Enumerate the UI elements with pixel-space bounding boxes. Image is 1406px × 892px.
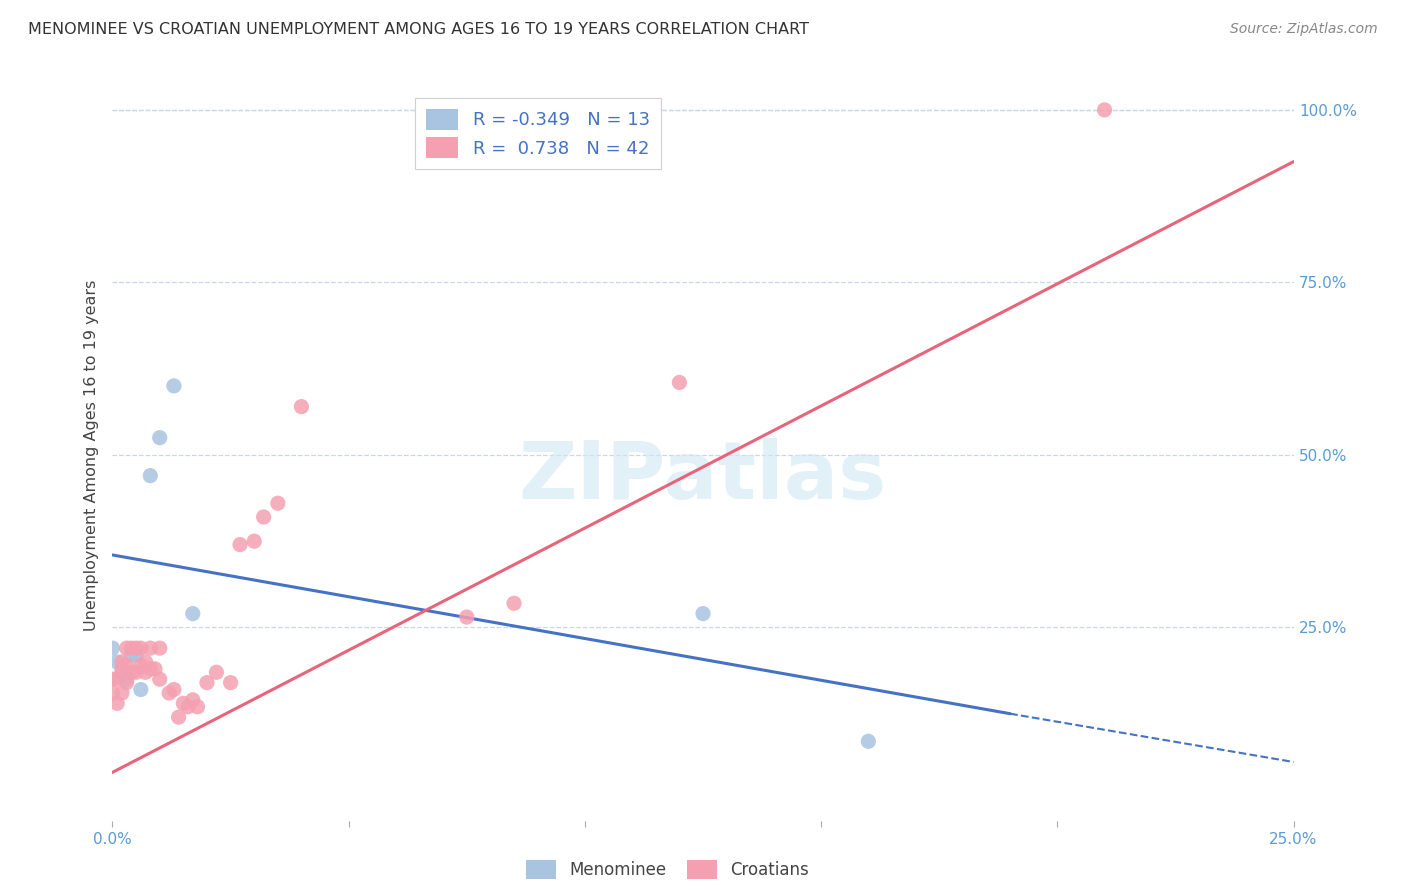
Point (858, 734, 880, 748)
Point (139, 641, 162, 656)
Point (243, 534, 266, 549)
Point (163, 682, 186, 697)
Point (111, 662, 134, 676)
Legend: Menominee, Croatians: Menominee, Croatians (520, 853, 815, 886)
Point (253, 510, 276, 524)
Point (115, 658, 138, 673)
Point (111, 665, 134, 680)
Point (129, 641, 152, 656)
Point (101, 672, 124, 686)
Point (125, 641, 148, 656)
Point (105, 655, 128, 669)
Point (149, 641, 172, 656)
Point (163, 379, 186, 393)
Point (692, 607, 714, 621)
Point (101, 641, 124, 656)
Point (135, 655, 157, 669)
Point (139, 468, 162, 483)
Point (139, 662, 162, 676)
Point (115, 641, 138, 656)
Point (181, 607, 204, 621)
Point (181, 693, 204, 707)
Point (120, 665, 142, 680)
Point (195, 675, 218, 690)
Point (120, 648, 142, 662)
Point (267, 496, 290, 510)
Point (219, 675, 242, 690)
Point (120, 641, 142, 656)
Point (105, 672, 128, 686)
Point (1094, 103, 1116, 117)
Point (172, 696, 194, 710)
Point (290, 400, 312, 414)
Point (157, 686, 180, 700)
Point (115, 672, 138, 686)
Point (149, 431, 172, 445)
Point (129, 658, 152, 673)
Y-axis label: Unemployment Among Ages 16 to 19 years: Unemployment Among Ages 16 to 19 years (83, 279, 98, 631)
Point (503, 596, 526, 610)
Point (668, 376, 690, 390)
Point (135, 665, 157, 680)
Point (177, 699, 200, 714)
Text: Source: ZipAtlas.com: Source: ZipAtlas.com (1230, 22, 1378, 37)
Point (456, 610, 478, 624)
Point (129, 682, 152, 697)
Point (101, 686, 124, 700)
Point (125, 648, 148, 662)
Point (167, 710, 190, 724)
Text: ZIPatlas: ZIPatlas (519, 438, 887, 516)
Point (229, 538, 252, 552)
Text: MENOMINEE VS CROATIAN UNEMPLOYMENT AMONG AGES 16 TO 19 YEARS CORRELATION CHART: MENOMINEE VS CROATIAN UNEMPLOYMENT AMONG… (28, 22, 808, 37)
Point (111, 655, 134, 669)
Point (143, 662, 166, 676)
Point (111, 686, 134, 700)
Point (115, 675, 138, 690)
Point (205, 665, 228, 680)
Point (125, 665, 148, 680)
Point (149, 672, 172, 686)
Point (105, 696, 128, 710)
Point (186, 699, 208, 714)
